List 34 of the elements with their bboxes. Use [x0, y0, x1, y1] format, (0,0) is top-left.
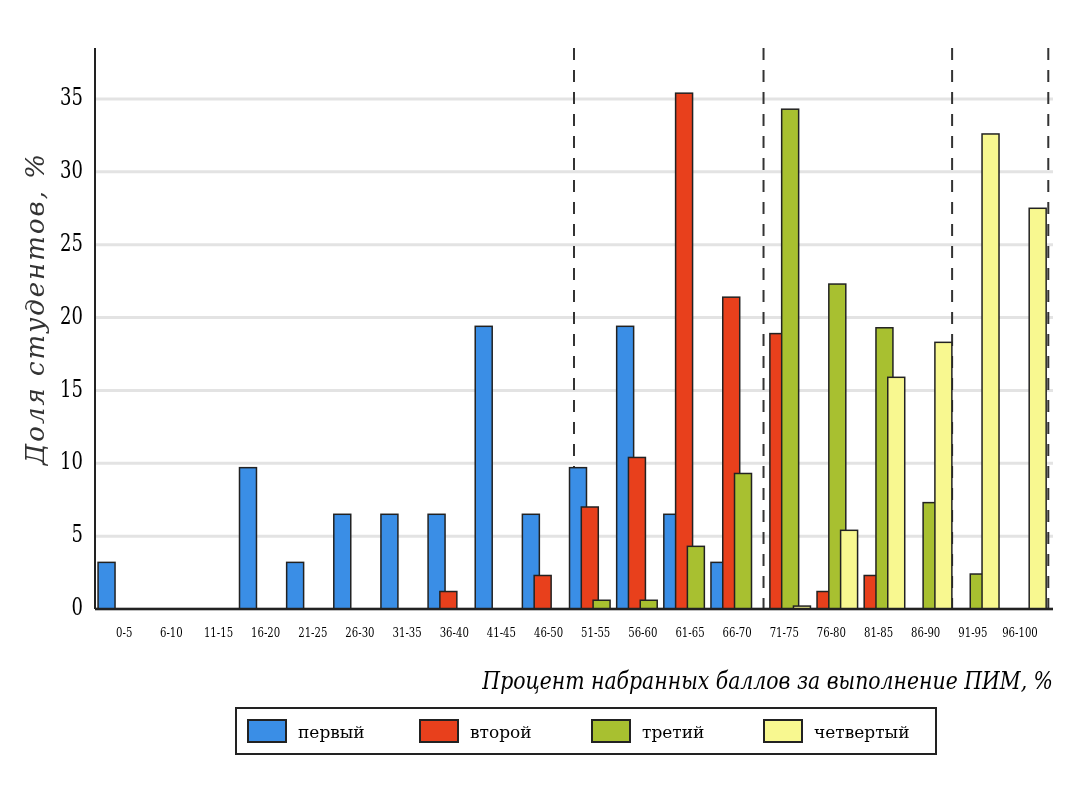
x-tick-label: 91-95: [958, 624, 988, 641]
y-tick-label: 5: [71, 519, 83, 549]
x-tick-label: 16-20: [251, 624, 281, 641]
x-tick-label: 6-10: [160, 624, 183, 641]
y-tick-label: 35: [60, 82, 83, 111]
legend-label: второй: [470, 722, 532, 742]
y-axis-title: Доля студентов, %: [20, 152, 50, 466]
x-tick-label: 86-90: [911, 624, 941, 641]
legend-label: четвертый: [814, 722, 910, 742]
x-tick-label: 31-35: [392, 624, 422, 641]
x-tick-label: 76-80: [816, 624, 847, 641]
y-tick-label: 10: [60, 446, 83, 476]
y-tick-label: 30: [60, 155, 83, 184]
x-tick-label: 96-100: [1002, 624, 1038, 641]
x-tick-label: 71-75: [769, 624, 799, 641]
legend-label: первый: [298, 722, 365, 742]
x-tick-label: 56-60: [628, 624, 658, 641]
x-axis-title: Процент набранных баллов за выполнение ПИМ, %: [481, 666, 1053, 695]
x-tick-label: 26-30: [345, 624, 375, 641]
x-tick-label: 81-85: [863, 624, 894, 641]
x-tick-label: 21-25: [298, 624, 328, 641]
x-tick-label: 46-50: [533, 624, 564, 641]
y-tick-label: 25: [60, 228, 83, 257]
x-tick-label: 11-15: [203, 624, 234, 641]
x-tick-label: 36-40: [439, 624, 469, 641]
x-tick-label: 0-5: [116, 624, 133, 641]
y-tick-label: 20: [60, 301, 83, 330]
x-tick-label: 41-45: [486, 624, 516, 641]
legend-label: третий: [642, 722, 705, 742]
x-tick-label: 51-55: [581, 624, 611, 641]
y-tick-label: 15: [60, 374, 83, 403]
x-tick-label: 66-70: [722, 624, 752, 641]
y-tick-label: 0: [71, 592, 83, 621]
x-tick-label: 61-65: [675, 624, 705, 641]
